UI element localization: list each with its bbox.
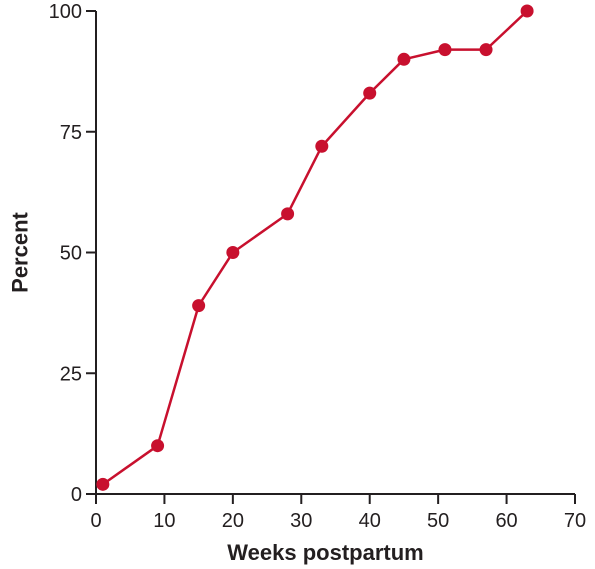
data-point <box>151 439 165 453</box>
tick-labels: 0 25 50 75 100 0 10 20 30 40 50 60 70 <box>49 1 587 532</box>
axes <box>95 11 575 495</box>
ticks <box>86 10 576 504</box>
y-tick-label: 0 <box>71 484 82 506</box>
y-axis-title: Percent <box>8 211 33 292</box>
x-tick-label: 40 <box>359 510 381 532</box>
data-point <box>397 52 411 66</box>
data-point <box>281 207 295 221</box>
x-tick-label: 20 <box>222 510 244 532</box>
data-point <box>479 43 493 57</box>
data-point <box>363 86 377 100</box>
data-point <box>226 246 240 259</box>
x-tick-label: 10 <box>153 510 175 532</box>
data-point <box>315 139 329 153</box>
y-tick-label: 50 <box>60 243 82 265</box>
x-tick-label: 60 <box>495 510 517 532</box>
x-axis-title: Weeks postpartum <box>227 540 423 565</box>
axis-frame <box>95 11 575 495</box>
series-line <box>102 10 528 486</box>
series-layer <box>96 4 534 491</box>
x-tick-label: 50 <box>427 510 449 532</box>
data-point <box>520 4 534 18</box>
data-point <box>438 43 452 57</box>
x-tick-label: 0 <box>90 510 101 532</box>
y-tick-label: 25 <box>60 363 82 385</box>
x-tick-label: 30 <box>290 510 312 532</box>
data-point <box>96 477 110 491</box>
y-tick-label: 100 <box>49 1 82 23</box>
x-tick-label: 70 <box>564 510 586 532</box>
y-tick-label: 75 <box>60 122 82 144</box>
data-point <box>192 299 206 313</box>
